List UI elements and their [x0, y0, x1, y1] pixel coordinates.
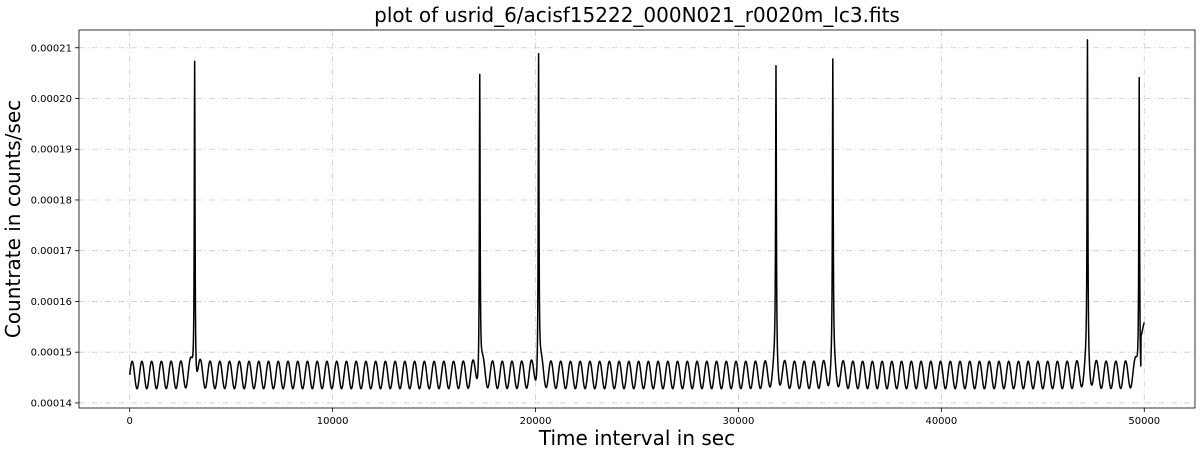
x-tick-label: 40000: [925, 416, 957, 427]
grid: [79, 30, 1195, 408]
y-tick-label: 0.00014: [31, 398, 72, 409]
x-tick-label: 20000: [520, 416, 552, 427]
y-tick-label: 0.00019: [31, 145, 72, 156]
x-axis-label: Time interval in sec: [538, 426, 735, 450]
x-tick-label: 0: [127, 416, 133, 427]
x-tick-label: 10000: [317, 416, 349, 427]
y-tick-label: 0.00015: [31, 348, 72, 359]
y-tick-label: 0.00021: [31, 43, 72, 54]
y-axis-label: Countrate in counts/sec: [1, 100, 25, 338]
y-tick-label: 0.00020: [31, 94, 72, 105]
plot-frame: [78, 29, 1196, 409]
x-tick-label: 50000: [1128, 416, 1160, 427]
y-tick-label: 0.00017: [31, 246, 72, 257]
y-tick-label: 0.00016: [31, 297, 72, 308]
ticks: 0 10000 20000 30000 40000 50000 0.00014 0.00015…: [31, 43, 1161, 427]
chart-title: plot of usrid_6/acisf15222_000N021_r0020…: [374, 3, 900, 27]
y-tick-label: 0.00018: [31, 195, 72, 206]
series-line: [128, 39, 1145, 390]
x-tick-label: 30000: [723, 416, 755, 427]
